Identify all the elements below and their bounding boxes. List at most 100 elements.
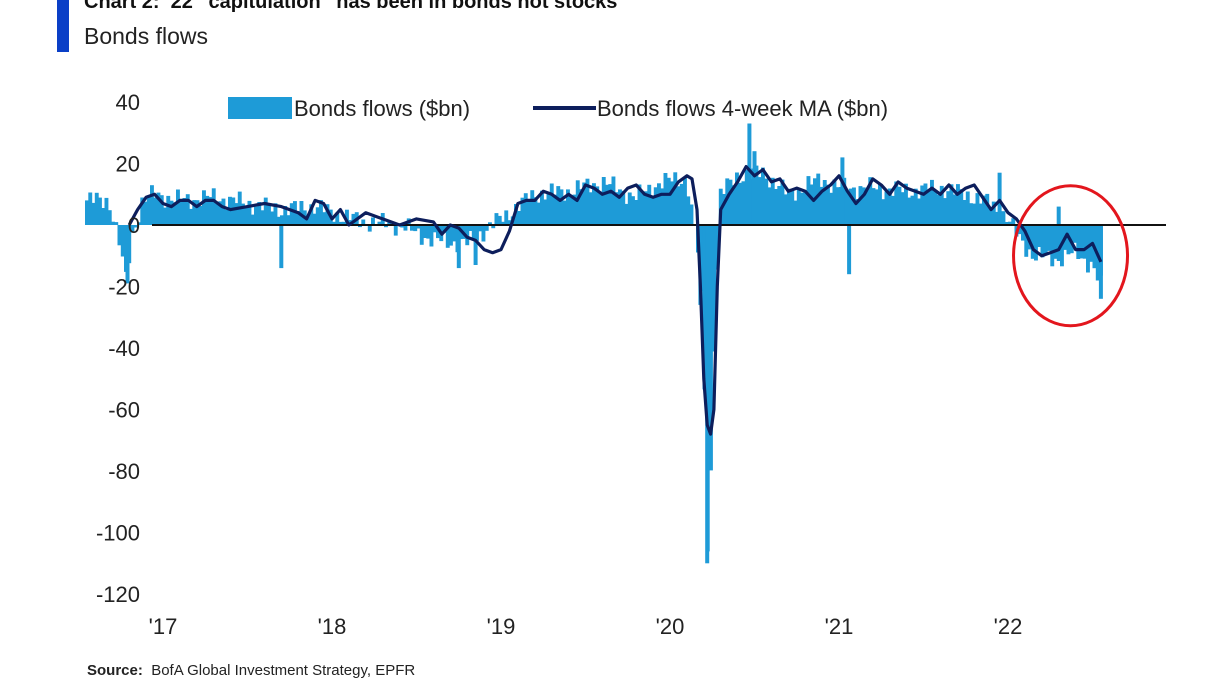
flow-bar bbox=[588, 192, 593, 225]
flow-bar bbox=[371, 217, 375, 225]
flow-bar bbox=[725, 178, 730, 225]
flow-bar bbox=[585, 178, 590, 225]
flow-bar bbox=[878, 184, 882, 225]
flow-bar bbox=[156, 192, 161, 225]
flow-bar bbox=[325, 204, 330, 225]
flow-bar bbox=[494, 213, 499, 225]
flow-bar bbox=[891, 195, 895, 225]
flow-bar bbox=[423, 225, 427, 238]
flow-bar bbox=[351, 213, 356, 225]
source-label: Source: bbox=[87, 662, 143, 679]
flow-bar bbox=[478, 225, 483, 232]
flow-bar bbox=[731, 185, 736, 225]
flow-bar bbox=[894, 181, 899, 225]
flow-bar bbox=[416, 225, 421, 229]
chart-title: Chart 2: ’22 “capitulation” has been in … bbox=[84, 0, 618, 13]
flow-bar bbox=[231, 197, 236, 225]
flow-bar bbox=[286, 215, 291, 225]
flow-bar bbox=[546, 192, 551, 225]
flow-bar bbox=[481, 225, 486, 242]
y-axis-ticks: 40 20 0 -20 -40 -60 -80 -100 -120 bbox=[96, 90, 140, 607]
flow-bar bbox=[137, 222, 141, 225]
y-tick-label: -40 bbox=[108, 336, 140, 361]
flow-bar bbox=[790, 190, 795, 225]
flow-bar bbox=[796, 188, 801, 225]
flow-bar bbox=[835, 187, 840, 225]
flow-bar bbox=[468, 225, 473, 231]
flow-bar bbox=[1079, 225, 1084, 259]
flow-bar bbox=[247, 200, 252, 225]
flow-bar bbox=[163, 207, 167, 225]
flow-bar bbox=[449, 225, 453, 246]
flow-bar bbox=[530, 190, 535, 225]
flow-bar bbox=[1076, 225, 1081, 259]
flow-bar bbox=[289, 203, 294, 225]
flow-bar bbox=[709, 225, 713, 471]
x-tick-label: '20 bbox=[656, 614, 685, 639]
flow-bar bbox=[884, 191, 889, 225]
flow-bar bbox=[107, 210, 112, 225]
flow-bar bbox=[608, 184, 613, 225]
flow-bar bbox=[920, 185, 925, 225]
flow-bar bbox=[491, 225, 496, 229]
flow-bar bbox=[1069, 225, 1074, 254]
flow-bar bbox=[169, 200, 174, 225]
flow-bar bbox=[744, 170, 749, 225]
y-tick-label: -20 bbox=[108, 275, 140, 300]
flow-bar bbox=[995, 211, 999, 225]
flow-bar bbox=[497, 215, 502, 225]
flow-bar bbox=[276, 216, 281, 225]
flow-bar bbox=[575, 180, 580, 225]
flow-bar bbox=[848, 188, 853, 225]
flow-bar bbox=[143, 201, 148, 225]
bond-flows-chart: 40 20 0 -20 -40 -60 -80 -100 -120 '17 '18 '19 '20 '2… bbox=[85, 90, 1166, 639]
highlight-circle bbox=[1012, 184, 1130, 328]
flow-bar-spike bbox=[705, 225, 710, 564]
flow-bar bbox=[179, 200, 184, 225]
flow-bar bbox=[182, 198, 187, 225]
flow-bar bbox=[166, 195, 171, 225]
flow-bar bbox=[923, 183, 928, 225]
flow-bar bbox=[130, 225, 135, 233]
flow-bar bbox=[523, 193, 528, 225]
flow-bar bbox=[429, 225, 434, 247]
flow-bar bbox=[1034, 225, 1038, 261]
flow-bar bbox=[527, 201, 531, 225]
flow-bar bbox=[335, 212, 340, 225]
flow-bar bbox=[192, 200, 197, 225]
flow-bar bbox=[484, 225, 489, 231]
flow-bar bbox=[631, 196, 635, 225]
flow-bar bbox=[861, 187, 866, 225]
flow-bar bbox=[579, 189, 583, 225]
flow-bar bbox=[221, 198, 226, 225]
flow-bar bbox=[650, 197, 655, 225]
flow-bar bbox=[299, 201, 304, 225]
y-tick-label: -60 bbox=[108, 398, 140, 423]
flow-bar bbox=[985, 193, 990, 225]
flow-bar bbox=[975, 193, 980, 225]
flow-bar bbox=[270, 211, 275, 225]
flow-bar bbox=[562, 200, 567, 225]
flow-bar bbox=[673, 172, 678, 225]
flow-bar bbox=[806, 176, 811, 225]
bars-layer bbox=[85, 165, 1103, 552]
flow-bar bbox=[244, 206, 249, 225]
flow-bar bbox=[897, 186, 902, 225]
flow-bar bbox=[904, 183, 908, 225]
flow-bar bbox=[962, 200, 967, 225]
flow-bar bbox=[868, 177, 873, 225]
flow-bar-spike bbox=[279, 225, 284, 269]
flow-bar-spike bbox=[840, 157, 845, 225]
flow-bar bbox=[332, 221, 336, 225]
flow-bar bbox=[637, 184, 642, 225]
flow-bar bbox=[618, 189, 622, 225]
flow-bar bbox=[1056, 225, 1061, 261]
flow-bar bbox=[1053, 225, 1058, 259]
flow-bar bbox=[793, 200, 798, 225]
flow-bar bbox=[858, 186, 863, 225]
flow-bar bbox=[829, 192, 834, 225]
flow-bar bbox=[972, 203, 977, 225]
flow-bar bbox=[959, 189, 964, 225]
flow-bar bbox=[208, 197, 213, 225]
flow-bar bbox=[936, 194, 941, 225]
